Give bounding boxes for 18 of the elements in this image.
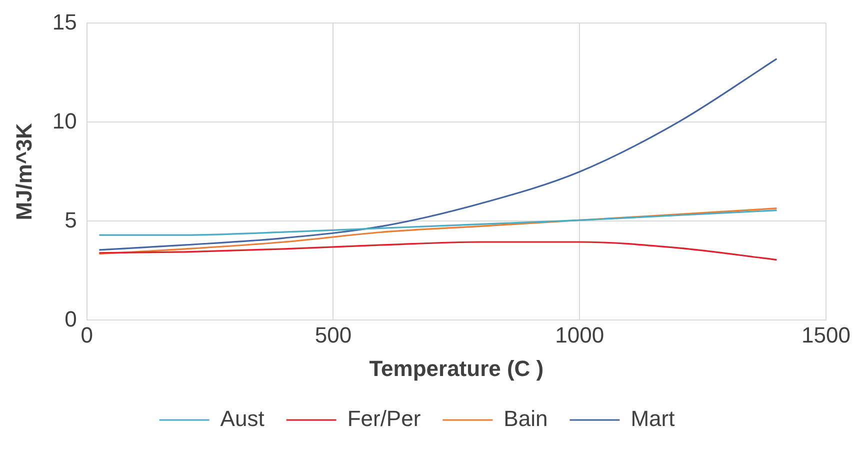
x-axis-title: Temperature (C ): [369, 356, 544, 381]
y-axis-title: MJ/m^3K: [11, 122, 36, 220]
y-tick-label: 10: [52, 108, 77, 134]
y-tick-label: 15: [52, 9, 77, 34]
legend-label: Aust: [220, 406, 264, 432]
legend-label: Fer/Per: [347, 406, 421, 432]
line-series: [98, 210, 778, 236]
x-tick-label: 500: [314, 322, 352, 348]
line-series: [98, 58, 778, 251]
x-tick-label: 1500: [802, 322, 850, 348]
y-tick-label: 0: [64, 306, 77, 332]
y-tick-label: 5: [64, 207, 77, 232]
line-series: [98, 241, 778, 261]
x-tick-label: 0: [80, 322, 93, 348]
legend-label: Bain: [504, 406, 548, 432]
legend-label: Mart: [630, 406, 675, 432]
x-tick-label: 1000: [555, 322, 604, 348]
line-series: [98, 208, 778, 255]
